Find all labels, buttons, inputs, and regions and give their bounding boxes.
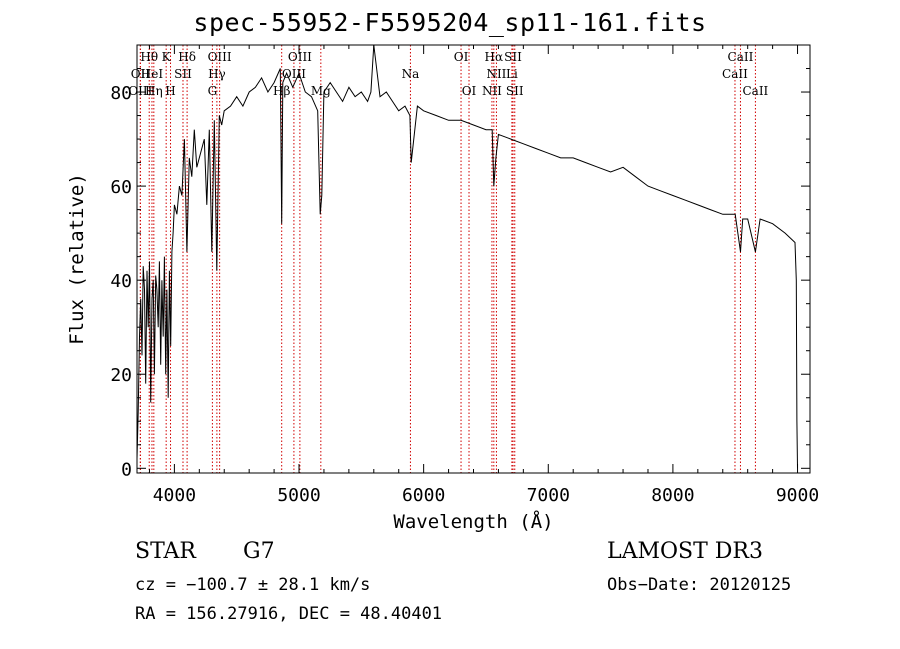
marker-label-11: G [208, 84, 218, 98]
marker-label-5: Hη [145, 84, 163, 98]
x-axis-label: Wavelength (Å) [393, 510, 553, 533]
marker-label-23: Li [506, 67, 518, 81]
x-axis-ticks: 4000 5000 6000 7000 8000 9000 [148, 45, 819, 506]
marker-label-9: OIII [208, 50, 232, 64]
spectral-line-markers [139, 45, 756, 473]
object-subclass: G7 [243, 539, 275, 564]
marker-label-26: CaII [722, 67, 748, 81]
object-class: STAR [135, 539, 196, 564]
x-tick-label-8000: 8000 [651, 485, 694, 506]
marker-label-13: OIII [288, 50, 312, 64]
y-tick-label-60: 60 [110, 177, 132, 198]
marker-label-3: K [162, 50, 172, 64]
y-tick-label-20: 20 [110, 365, 132, 386]
redshift-cz: cz = −100.7 ± 28.1 km/s [135, 575, 371, 595]
marker-label-2: OIII [128, 84, 152, 98]
marker-label-16: Na [402, 67, 420, 81]
x-tick-label-9000: 9000 [776, 485, 819, 506]
marker-label-18: OI [462, 84, 477, 98]
survey-name: LAMOST DR3 [607, 539, 763, 564]
y-tick-label-0: 0 [121, 459, 132, 480]
marker-label-21: NII [482, 84, 502, 98]
marker-label-10: Hγ [208, 67, 226, 81]
y-axis-ticks: 0 20 40 60 80 [110, 68, 810, 480]
marker-label-27: CaII [742, 84, 768, 98]
marker-label-22: SII [504, 50, 522, 64]
marker-label-14: OIII [282, 67, 306, 81]
marker-label-12: Hβ [273, 84, 290, 98]
marker-label-8: Hδ [178, 50, 196, 64]
x-tick-label-5000: 5000 [277, 485, 320, 506]
marker-label-6: SII [174, 67, 192, 81]
marker-label-4: HeI [141, 67, 164, 81]
ra-dec: RA = 156.27916, DEC = 48.40401 [135, 604, 443, 624]
x-tick-label-6000: 6000 [402, 485, 445, 506]
marker-label-19: Hα [485, 50, 504, 64]
y-axis-label: Flux (relative) [66, 173, 88, 345]
marker-label-1: OII [131, 67, 151, 81]
marker-label-24: SII [506, 84, 524, 98]
marker-label-7: H [165, 84, 175, 98]
spectral-line-labels: Hθ OII OIII K HeI Hη SII H Hδ OIII Hγ G Hβ OIII OIII Mg… [128, 50, 768, 98]
chart-title: spec-55952-F5595204_sp11-161.fits [193, 8, 707, 37]
marker-label-25: CaII [728, 50, 754, 64]
y-tick-label-40: 40 [110, 271, 132, 292]
marker-label-0: Hθ [140, 50, 158, 64]
observation-date: Obs−Date: 20120125 [607, 575, 792, 595]
x-tick-label-7000: 7000 [527, 485, 570, 506]
marker-label-17: OI [454, 50, 469, 64]
y-tick-label-80: 80 [110, 83, 132, 104]
x-tick-label-4000: 4000 [153, 485, 196, 506]
plot-frame [136, 44, 811, 474]
flux-series-line [136, 44, 798, 469]
marker-label-15: Mg [311, 84, 331, 98]
marker-label-20: NII [486, 67, 506, 81]
